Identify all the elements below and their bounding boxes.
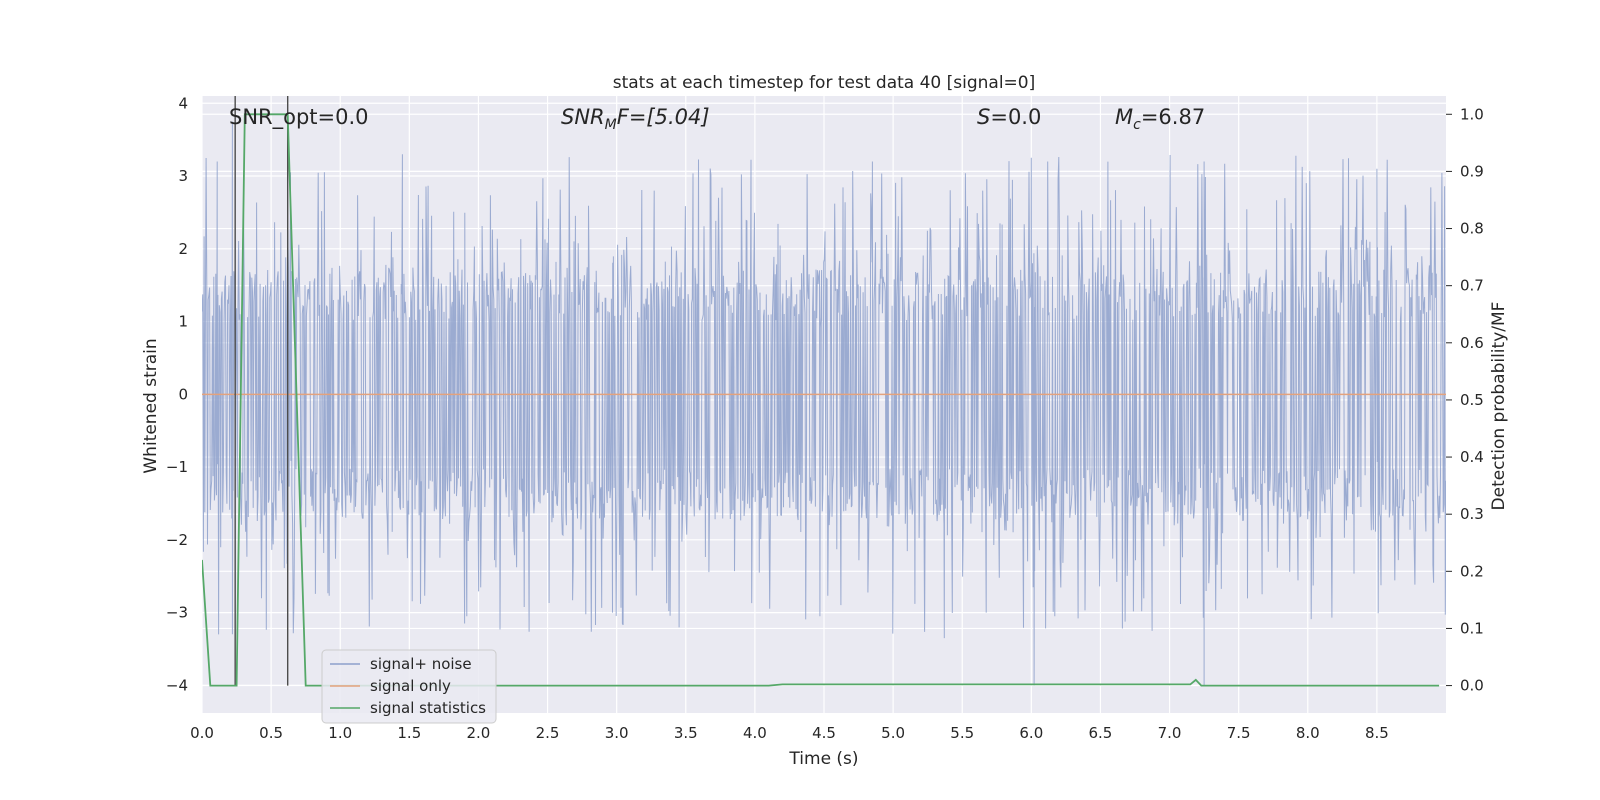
x-tick-label: 6.5	[1089, 724, 1113, 742]
annotation-snr-mf: SNRMF=[5.04]	[561, 105, 710, 133]
legend-box	[321, 649, 497, 724]
legend: signal+ noise signal only signal statist…	[321, 649, 497, 724]
x-tick-label: 1.5	[397, 724, 421, 742]
x-tick-label: 5.0	[881, 724, 905, 742]
legend-label-signal-statistics: signal statistics	[370, 699, 486, 717]
y-tick-label: 0	[178, 385, 188, 403]
y-tick-label: 1	[178, 313, 188, 331]
x-tick-label: 8.0	[1296, 724, 1320, 742]
x-tick-label: 0.0	[190, 724, 214, 742]
y-tick-label: 2	[178, 240, 188, 258]
right-y-tick-label: 0.2	[1460, 562, 1484, 580]
x-tick-label: 4.5	[812, 724, 836, 742]
y-tick-label: 4	[178, 94, 188, 112]
right-y-tick-label: 0.6	[1460, 334, 1484, 352]
series-signal-statistics	[202, 113, 1440, 687]
x-tick-label: 1.0	[328, 724, 352, 742]
right-y-tick-label: 0.4	[1460, 448, 1484, 466]
x-tick-label: 0.5	[259, 724, 283, 742]
x-tick-label: 2.0	[467, 724, 491, 742]
right-y-axis-label: Detection probability/MF	[1489, 302, 1509, 511]
right-y-tick-label: 0.5	[1460, 391, 1484, 409]
legend-label-signal-noise: signal+ noise	[370, 655, 472, 673]
y-axis-label: Whitened strain	[141, 338, 161, 473]
y-tick-labels: 4 3 2 1 0 −1 −2 −3 −4	[166, 94, 188, 694]
y-tick-label: 3	[178, 167, 188, 185]
x-tick-label: 2.5	[536, 724, 560, 742]
series-signal-noise	[202, 121, 1446, 686]
x-tick-label: 5.5	[950, 724, 974, 742]
y-tick-label: −1	[166, 458, 188, 476]
annotation-mc: Mc=6.87	[1115, 105, 1205, 133]
x-tick-label: 3.0	[605, 724, 629, 742]
annotation-s: S=0.0	[977, 105, 1041, 129]
y-tick-label: −3	[166, 604, 188, 622]
right-y-tick-label: 0.7	[1460, 277, 1484, 295]
x-tick-label: 7.0	[1158, 724, 1182, 742]
y-tick-label: −2	[166, 531, 188, 549]
legend-label-signal-only: signal only	[370, 677, 451, 695]
x-axis-label: Time (s)	[788, 749, 858, 769]
x-tick-label: 4.0	[743, 724, 767, 742]
right-y-tick-label: 0.0	[1460, 677, 1484, 695]
x-tick-label: 8.5	[1365, 724, 1389, 742]
right-y-tick-label: 1.0	[1460, 105, 1484, 123]
chart-title: stats at each timestep for test data 40 …	[613, 73, 1036, 93]
vertical-markers	[234, 96, 289, 686]
x-tick-label: 3.5	[674, 724, 698, 742]
x-tick-labels: 0.0 0.5 1.0 1.5 2.0 2.5 3.0 3.5 4.0 4.5 5.0 5.5 6.0 6…	[190, 724, 1389, 742]
right-y-tick-label: 0.8	[1460, 220, 1484, 238]
right-y-tick-label: 0.1	[1460, 619, 1484, 637]
y-tick-label: −4	[166, 676, 188, 694]
right-y-tick-labels: 1.0 0.9 0.8 0.7 0.6 0.5 0.4 0.3 0.2 0.1 0.0	[1446, 105, 1484, 695]
annotation-snr-opt: SNR_opt=0.0	[229, 105, 369, 130]
right-y-tick-label: 0.3	[1460, 505, 1484, 523]
x-tick-label: 6.0	[1019, 724, 1043, 742]
right-y-tick-label: 0.9	[1460, 162, 1484, 180]
x-tick-label: 7.5	[1227, 724, 1251, 742]
